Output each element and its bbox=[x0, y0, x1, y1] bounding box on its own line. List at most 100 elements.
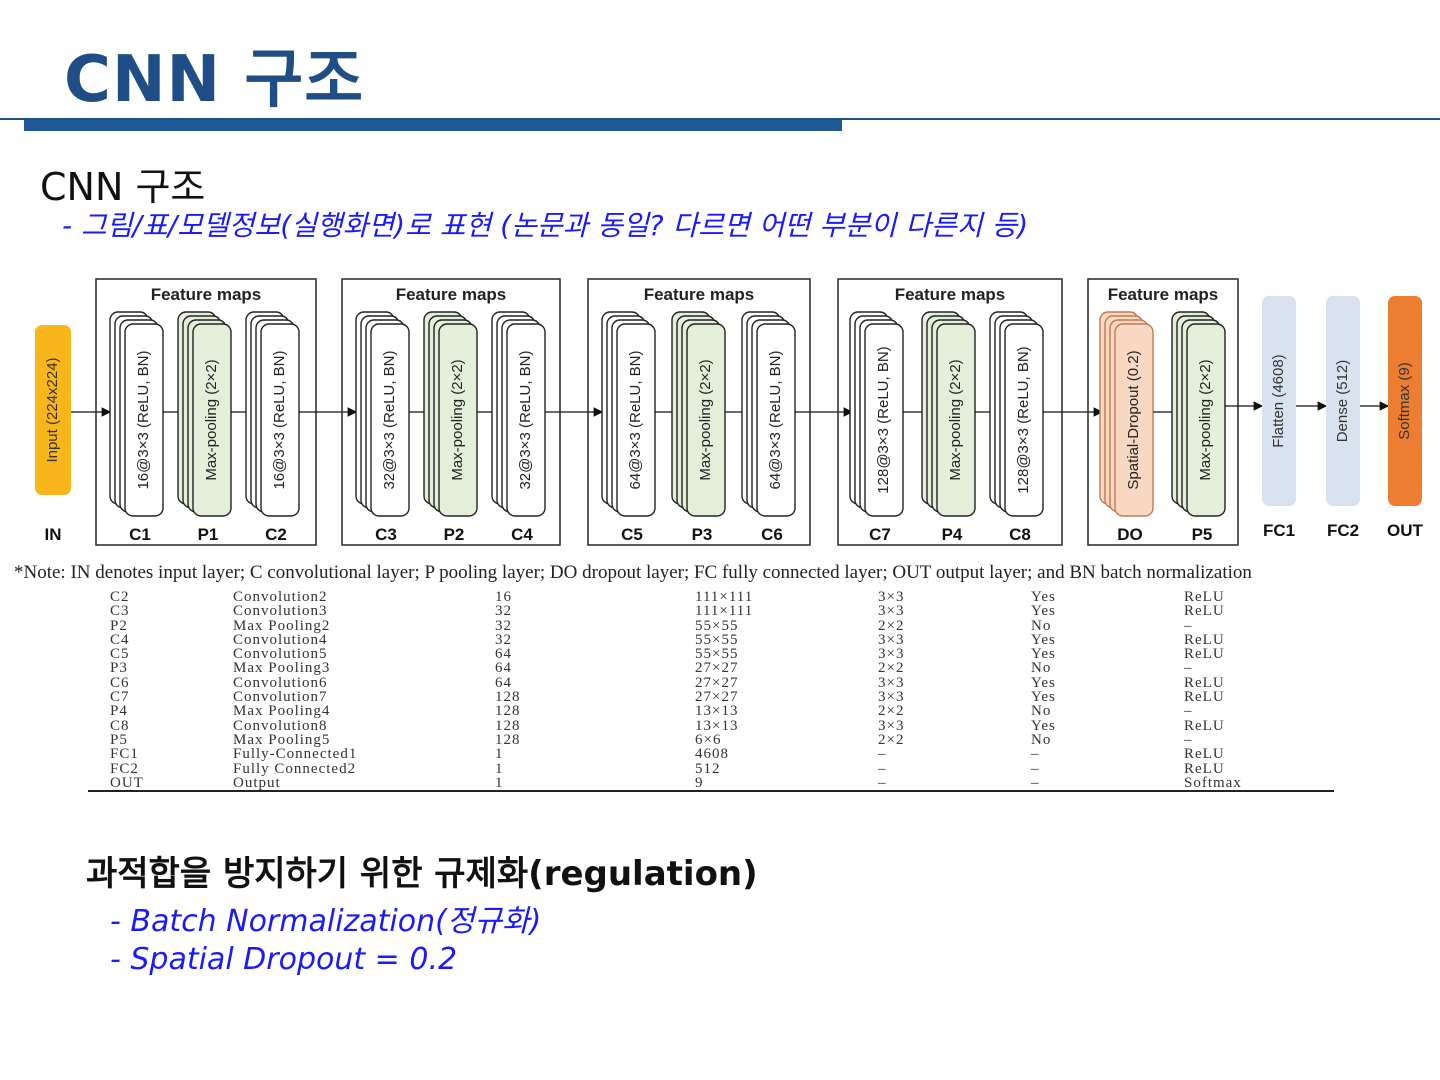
layer-label: Spatial-Dropout (0.2) bbox=[1125, 350, 1142, 489]
softmax-block bbox=[1388, 296, 1422, 506]
feature-map-sheet bbox=[686, 323, 726, 517]
table-cell: ReLU bbox=[1184, 746, 1225, 763]
diagram-note: *Note: IN denotes input layer; C convolu… bbox=[14, 562, 1252, 583]
layer-label: 16@3×3 (ReLU, BN) bbox=[135, 350, 152, 489]
table-cell: Output bbox=[233, 774, 281, 791]
feature-map-sheet bbox=[506, 323, 546, 517]
feature-maps-header: Feature maps bbox=[1108, 285, 1219, 304]
table-row: OUT Output 1 9 – – Softmax bbox=[88, 774, 1334, 791]
layer-label: 128@3×3 (ReLU, BN) bbox=[875, 346, 892, 493]
bullet-batch-normalization: - Batch Normalization(정규화) bbox=[110, 904, 542, 939]
input-block bbox=[35, 325, 71, 495]
cnn-architecture-diagram: Input (224x224) IN Feature maps 16@3×3 (ReL… bbox=[35, 278, 1424, 546]
layer-tag: C1 bbox=[129, 525, 151, 544]
table-cell: ReLU bbox=[1184, 631, 1225, 648]
table-row: C5 Convolution5 64 55×55 3×3 Yes ReLU bbox=[88, 646, 1334, 663]
table-cell: ReLU bbox=[1184, 717, 1225, 734]
table-cell: Yes bbox=[1031, 717, 1056, 734]
table-cell: Max Pooling3 bbox=[233, 660, 331, 677]
table-cell: 512 bbox=[695, 760, 721, 777]
layer-tag: C2 bbox=[265, 525, 287, 544]
table-cell: – bbox=[1031, 746, 1040, 763]
table-row: C7 Convolution7 128 27×27 3×3 Yes ReLU bbox=[88, 689, 1334, 706]
layer-tag: C5 bbox=[621, 525, 643, 544]
table-cell: Convolution2 bbox=[233, 589, 328, 605]
table-cell: No bbox=[1031, 660, 1052, 677]
table-cell: Convolution5 bbox=[233, 646, 328, 663]
feature-map-sheet bbox=[936, 323, 976, 517]
regularization-title: 과적합을 방지하기 위한 규제화(regulation) bbox=[86, 854, 758, 894]
table-cell: 55×55 bbox=[695, 617, 739, 634]
table-cell: – bbox=[1184, 703, 1193, 720]
table-cell: 64 bbox=[495, 674, 512, 691]
table-cell: 3×3 bbox=[878, 717, 905, 734]
table-cell: Fully Connected2 bbox=[233, 760, 357, 777]
table-cell: 27×27 bbox=[695, 660, 739, 677]
table-row: C6 Convolution6 64 27×27 3×3 Yes ReLU bbox=[88, 674, 1334, 691]
feature-map-group bbox=[1087, 278, 1239, 546]
table-cell: 3×3 bbox=[878, 589, 905, 605]
feature-map-sheet bbox=[260, 323, 300, 517]
table-cell: Yes bbox=[1031, 603, 1056, 620]
layer-tag: OUT bbox=[1387, 521, 1424, 540]
feature-map-sheet bbox=[124, 323, 164, 517]
layer-tag: DO bbox=[1117, 525, 1143, 544]
table-cell: ReLU bbox=[1184, 589, 1225, 605]
table-cell: ReLU bbox=[1184, 603, 1225, 620]
table-cell: Convolution8 bbox=[233, 717, 328, 734]
table-cell: 32 bbox=[495, 617, 512, 634]
table-cell: P2 bbox=[110, 617, 128, 634]
table-cell: 111×111 bbox=[695, 589, 754, 605]
layer-label: 16@3×3 (ReLU, BN) bbox=[271, 350, 288, 489]
table-cell: 2×2 bbox=[878, 703, 905, 720]
table-cell: Max Pooling5 bbox=[233, 731, 331, 748]
table-row: C8 Convolution8 128 13×13 3×3 Yes ReLU bbox=[88, 717, 1334, 734]
table-cell: Max Pooling2 bbox=[233, 617, 331, 634]
title-underline-thick bbox=[24, 120, 842, 131]
table-cell: 6×6 bbox=[695, 731, 722, 748]
table-cell: No bbox=[1031, 703, 1052, 720]
table-cell: C2 bbox=[110, 589, 130, 605]
layer-label: Flatten (4608) bbox=[1270, 354, 1287, 447]
feature-map-sheet bbox=[616, 323, 656, 517]
table-cell: P4 bbox=[110, 703, 128, 720]
table-cell: 27×27 bbox=[695, 689, 739, 706]
table-cell: – bbox=[878, 760, 887, 777]
table-cell: Convolution3 bbox=[233, 603, 328, 620]
table-cell: 3×3 bbox=[878, 603, 905, 620]
table-row: P4 Max Pooling4 128 13×13 2×2 No – bbox=[88, 703, 1334, 720]
title-underline-thin bbox=[0, 118, 1440, 120]
layer-label: 32@3×3 (ReLU, BN) bbox=[517, 350, 534, 489]
table-row: FC2 Fully Connected2 1 512 – – ReLU bbox=[88, 760, 1334, 777]
table-cell: Yes bbox=[1031, 589, 1056, 605]
layer-label: 64@3×3 (ReLU, BN) bbox=[767, 350, 784, 489]
feature-map-sheet bbox=[1186, 323, 1226, 517]
table-cell: Convolution7 bbox=[233, 689, 328, 706]
table-row: C2 Convolution2 16 111×111 3×3 Yes ReLU bbox=[88, 589, 1334, 605]
table-cell: 128 bbox=[495, 731, 521, 748]
table-cell: C5 bbox=[110, 646, 130, 663]
table-cell: ReLU bbox=[1184, 689, 1225, 706]
table-cell: 13×13 bbox=[695, 703, 739, 720]
feature-maps-header: Feature maps bbox=[396, 285, 507, 304]
feature-map-sheet bbox=[438, 323, 478, 517]
layer-table: C2 Convolution2 16 111×111 3×3 Yes ReLU C3 Convo… bbox=[88, 589, 1334, 793]
table-cell: 27×27 bbox=[695, 674, 739, 691]
table-cell: 55×55 bbox=[695, 646, 739, 663]
layer-tag: P2 bbox=[444, 525, 465, 544]
table-row: P3 Max Pooling3 64 27×27 2×2 No – bbox=[88, 660, 1334, 677]
table-cell: C4 bbox=[110, 631, 130, 648]
table-cell: 128 bbox=[495, 689, 521, 706]
table-cell: 32 bbox=[495, 603, 512, 620]
layer-tag: C6 bbox=[761, 525, 783, 544]
feature-map-sheet bbox=[1004, 323, 1044, 517]
layer-tag: FC1 bbox=[1263, 521, 1295, 540]
feature-map-sheet bbox=[756, 323, 796, 517]
layer-label: Max-pooling (2×2) bbox=[203, 359, 220, 480]
feature-maps-header: Feature maps bbox=[644, 285, 755, 304]
table-cell: ReLU bbox=[1184, 674, 1225, 691]
table-cell: C3 bbox=[110, 603, 130, 620]
table-row: FC1 Fully-Connected1 1 4608 – – ReLU bbox=[88, 746, 1334, 763]
table-cell: 4608 bbox=[695, 746, 729, 763]
layer-label: 128@3×3 (ReLU, BN) bbox=[1015, 346, 1032, 493]
